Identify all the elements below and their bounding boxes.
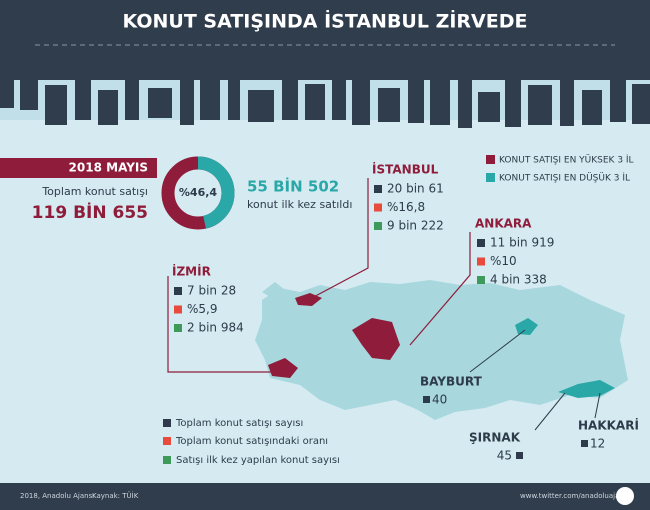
city-name: BAYBURT: [420, 375, 483, 389]
city-marker: [581, 440, 588, 447]
city-name: İSTANBUL: [372, 162, 439, 177]
city-total: 20 bin 61: [387, 182, 444, 196]
city-share: %10: [490, 254, 517, 268]
first-value: 55 BİN 502: [247, 177, 339, 196]
total-label: Toplam konut satışı: [41, 185, 148, 198]
period-band: [0, 158, 157, 178]
key-label: Toplam konut satışındaki oranı: [175, 436, 328, 447]
map-turkey: [255, 280, 628, 420]
city-marker: [174, 324, 182, 332]
city-marker: [516, 452, 523, 459]
title: KONUT SATIŞINDA İSTANBUL ZİRVEDE: [122, 9, 527, 33]
city-first: 2 bin 984: [187, 321, 244, 335]
city-marker: [374, 222, 382, 230]
map-thrace: [262, 282, 285, 300]
footer-credit: 2018, Anadolu Ajansı: [20, 492, 94, 500]
city-labels: İSTANBUL 20 bin 61 %16,8 9 bin 222 ANKARA 11 …: [172, 162, 639, 463]
city-share: %16,8: [387, 200, 425, 214]
skyline: [0, 55, 650, 128]
key-swatch: [163, 419, 171, 427]
city-first: 9 bin 222: [387, 219, 444, 233]
footer-band: [0, 483, 650, 510]
city-marker: [174, 287, 182, 295]
city-marker: [374, 203, 382, 212]
donut-arc: [161, 156, 235, 230]
region-izmir: [268, 358, 298, 378]
key-label: Toplam konut satışı sayısı: [175, 418, 303, 429]
key-label: Satışı ilk kez yapılan konut sayısı: [176, 455, 340, 466]
legend-swatch: [486, 155, 495, 164]
city-marker: [477, 239, 485, 247]
city-total: 12: [590, 437, 605, 451]
city-total: 11 bin 919: [490, 236, 554, 250]
first-label: konut ilk kez satıldı: [247, 198, 352, 211]
header-band: [0, 0, 650, 80]
city-marker: [174, 305, 182, 314]
total-value: 119 BİN 655: [32, 201, 148, 223]
region-bayburt: [515, 318, 538, 335]
donut-label: %46,4: [179, 186, 218, 199]
city-share: %5,9: [187, 302, 218, 316]
legend-swatch: [486, 173, 495, 182]
city-marker: [477, 257, 485, 266]
city-total: 7 bin 28: [187, 284, 236, 298]
region-ankara: [352, 318, 400, 360]
city-marker: [477, 276, 485, 284]
city-total: 40: [432, 393, 447, 407]
legend-label: KONUT SATIŞI EN DÜŞÜK 3 İL: [499, 173, 630, 184]
city-name: ANKARA: [475, 217, 532, 231]
footer-source: Kaynak: TÜİK: [92, 491, 139, 500]
city-first: 4 bin 338: [490, 273, 547, 287]
legend-label: KONUT SATIŞI EN YÜKSEK 3 İL: [499, 155, 634, 166]
city-total: 45: [497, 449, 512, 463]
leader-lines-low: [469, 329, 601, 431]
city-marker: [423, 396, 430, 403]
period: 2018 MAYIS: [69, 161, 148, 175]
city-name: ŞIRNAK: [469, 431, 521, 445]
city-name: HAKKARİ: [578, 418, 639, 433]
logo: [616, 487, 634, 505]
leader-lines: [167, 178, 471, 373]
key-swatch: [163, 437, 171, 445]
footer-url: www.twitter.com/anadoluajansi: [520, 492, 629, 500]
key-swatch: [163, 456, 171, 464]
city-marker: [374, 185, 382, 193]
city-name: İZMİR: [172, 264, 211, 279]
region-sirnak-hakkari: [558, 380, 615, 398]
